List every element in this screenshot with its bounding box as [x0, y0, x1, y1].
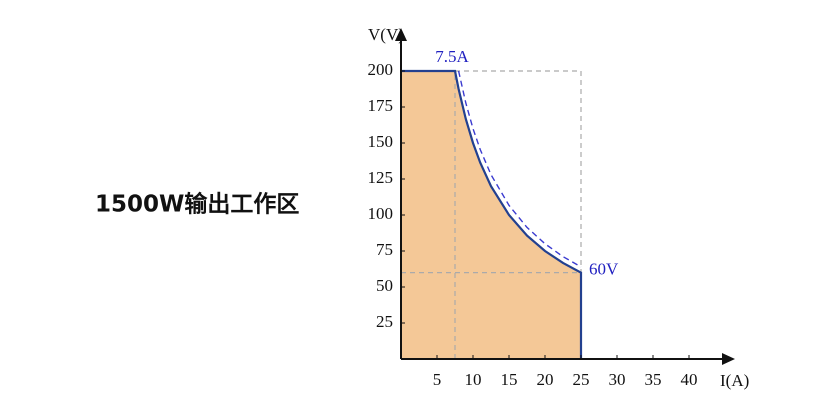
x-tick-label: 30: [609, 370, 626, 389]
area: [401, 71, 581, 359]
guide-line: [455, 70, 582, 273]
y-tick-label: 25: [376, 312, 393, 331]
y-tick-label: 100: [368, 204, 394, 223]
y-axis-arrow: [395, 28, 407, 41]
x-tick-label: 35: [645, 370, 662, 389]
y-tick-label: 50: [376, 276, 393, 295]
x-tick-label: 5: [433, 370, 442, 389]
y-tick-label: 150: [368, 132, 394, 151]
y-tick-label: 200: [368, 60, 394, 79]
x-axis-label: I(A): [720, 371, 749, 390]
side-title: 1500W输出工作区: [95, 191, 299, 218]
x-tick-label: 25: [573, 370, 590, 389]
annotation: 7.5A: [435, 47, 469, 66]
y-tick-label: 125: [368, 168, 394, 187]
x-tick-label: 15: [501, 370, 518, 389]
x-tick-label: 40: [681, 370, 698, 389]
x-tick-label: 20: [537, 370, 554, 389]
y-axis-label: V(V): [368, 25, 404, 44]
x-tick-label: 10: [465, 370, 482, 389]
y-tick-label: 175: [368, 96, 394, 115]
y-tick-label: 75: [376, 240, 393, 259]
annotation: 60V: [589, 260, 619, 279]
series-line: [401, 69, 583, 359]
x-axis-arrow: [722, 353, 735, 365]
